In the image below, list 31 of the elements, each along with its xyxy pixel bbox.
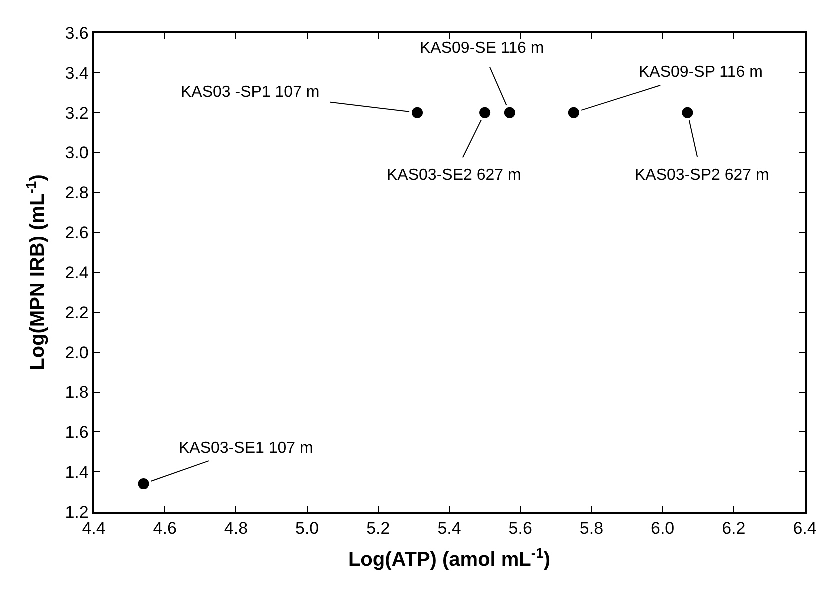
annotation: KAS09-SP 116 m — [639, 64, 763, 81]
annotation: KAS09-SE 116 m — [420, 40, 544, 57]
annotation: KAS03-SE1 107 m — [179, 440, 314, 457]
y-tick-label: 2.0 — [65, 343, 89, 362]
y-tick-label: 1.6 — [65, 423, 89, 442]
y-tick-label: 3.2 — [65, 104, 89, 123]
x-tick-label: 4.8 — [224, 519, 248, 538]
x-tick-label: 4.4 — [82, 519, 106, 538]
y-tick-label: 3.0 — [65, 144, 89, 163]
annotation: KAS03-SP2 627 m — [635, 167, 770, 184]
x-axis-title: Log(ATP) (amol mL$^{-1}$) — [348, 544, 551, 572]
y-tick-label: 1.4 — [65, 463, 89, 482]
y-tick-label: 3.6 — [65, 24, 89, 43]
y-tick-label: 2.2 — [65, 303, 89, 322]
y-tick-label: 2.8 — [65, 184, 89, 203]
x-tick-label: 5.4 — [438, 519, 462, 538]
x-tick-label: 5.0 — [295, 519, 320, 538]
x-tick-label: 4.6 — [153, 519, 177, 538]
x-tick-label: 5.6 — [508, 519, 532, 538]
y-tick-label: 2.4 — [65, 263, 89, 282]
y-tick-label: 1.8 — [65, 383, 89, 402]
x-tick-label: 5.8 — [580, 519, 604, 538]
y-tick-label: 1.2 — [65, 502, 89, 522]
annotation: KAS03-SE2 627 m — [387, 167, 522, 184]
x-tick-label: 6.4 — [793, 519, 817, 538]
x-tick-label: 5.2 — [366, 519, 390, 538]
y-tick-label: 3.4 — [65, 64, 89, 83]
x-tick-label: 6.0 — [650, 519, 675, 538]
x-tick-label: 6.2 — [722, 519, 746, 538]
annotation: KAS03 -SP1 107 m — [181, 84, 320, 101]
y-tick-label: 2.6 — [65, 224, 89, 243]
